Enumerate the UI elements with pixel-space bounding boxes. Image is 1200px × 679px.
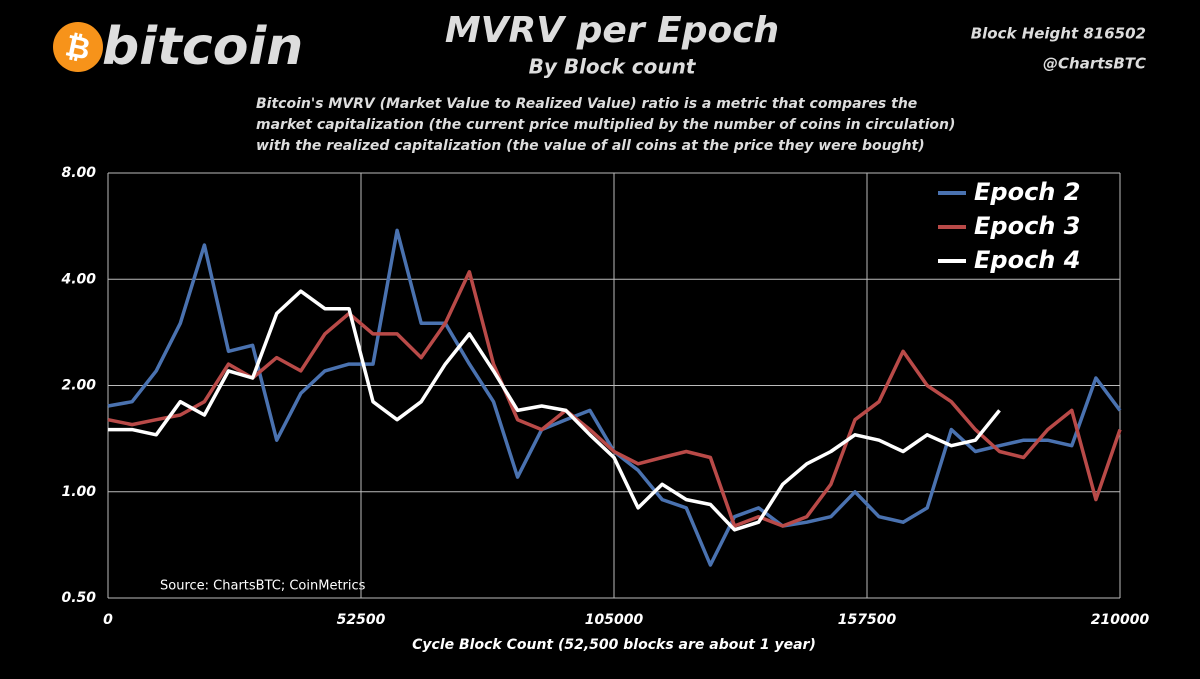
chart-subtitle: By Block count [529, 55, 697, 79]
description-line: Bitcoin's MVRV (Market Value to Realized… [256, 96, 917, 112]
series-line [108, 289, 1001, 532]
legend-label: Epoch 3 [974, 212, 1080, 240]
source-note: Source: ChartsBTC; CoinMetrics [160, 579, 366, 594]
logo-circle [53, 22, 103, 72]
x-axis-label: Cycle Block Count (52,500 blocks are abo… [412, 637, 816, 653]
chart-title: MVRV per Epoch [445, 10, 779, 51]
x-tick-label: 157500 [838, 612, 897, 628]
handle: @ChartsBTC [1043, 55, 1146, 73]
y-tick-label: 4.00 [60, 271, 96, 287]
y-tick-label: 1.00 [61, 484, 96, 500]
x-tick-label: 210000 [1091, 612, 1150, 628]
y-tick-label: 8.00 [61, 165, 96, 181]
y-tick-label: 0.50 [61, 590, 96, 606]
legend-label: Epoch 2 [974, 178, 1080, 206]
x-tick-label: 105000 [585, 612, 644, 628]
logo-text: bitcoin [102, 17, 303, 77]
x-tick-label: 52500 [337, 612, 386, 628]
series-line [107, 270, 1122, 528]
description-line: with the realized capitalization (the va… [256, 138, 925, 154]
description-line: market capitalization (the current price… [256, 117, 955, 133]
legend-label: Epoch 4 [974, 246, 1080, 274]
block-height: Block Height 816502 [971, 25, 1146, 43]
y-tick-label: 2.00 [61, 378, 96, 394]
x-tick-label: 0 [103, 612, 113, 628]
